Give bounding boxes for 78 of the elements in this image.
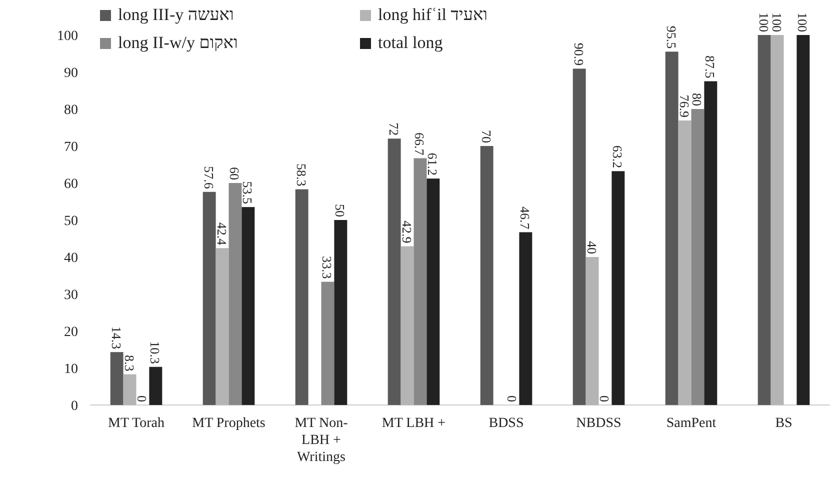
bar — [586, 257, 599, 405]
y-tick-label: 100 — [57, 29, 78, 44]
data-label: 70 — [478, 130, 494, 143]
data-label: 0 — [134, 396, 150, 402]
bar — [110, 352, 124, 405]
x-tick-label: MT Non-LBH + Writings — [294, 415, 349, 466]
data-label: 50 — [332, 204, 348, 217]
data-label: 46.7 — [518, 206, 533, 230]
bar — [691, 109, 704, 405]
bar — [295, 189, 308, 405]
data-label: 72 — [386, 122, 402, 136]
bar — [400, 246, 414, 405]
bar — [704, 81, 718, 405]
x-tick-label: SamPent — [665, 415, 718, 432]
bar — [388, 138, 401, 405]
bar — [228, 183, 242, 405]
data-label: 33.3 — [320, 256, 335, 279]
data-label: 53.5 — [240, 181, 256, 204]
data-label: 42.4 — [214, 222, 230, 246]
data-label: 10.3 — [148, 341, 163, 364]
x-tick-label: MT LBH + — [380, 415, 447, 432]
bar — [612, 171, 625, 405]
legend-label: long hifʿil ואעיד — [378, 5, 488, 24]
legend-label: long III-y ואעשה — [118, 5, 234, 24]
bar — [770, 35, 784, 405]
y-tick-label: 60 — [64, 177, 78, 192]
data-label: 60 — [227, 167, 242, 180]
bar — [242, 207, 255, 405]
data-label: 58.3 — [294, 164, 309, 186]
data-label: 95.5 — [664, 26, 679, 49]
bar — [572, 68, 586, 405]
bar — [519, 232, 532, 405]
data-label: 100 — [756, 12, 772, 32]
data-label: 66.7 — [412, 132, 428, 156]
x-tick-label: BDSS — [488, 415, 525, 432]
bar — [202, 192, 216, 405]
y-tick-label: 10 — [64, 362, 78, 377]
data-label: 90.9 — [571, 42, 586, 66]
bar — [149, 366, 162, 405]
x-tick-label: MT Prophets — [191, 415, 266, 432]
data-label: 76.9 — [676, 94, 692, 118]
data-label: 61.2 — [425, 152, 440, 176]
data-label: 8.3 — [122, 355, 137, 372]
y-tick-label: 0 — [71, 399, 78, 414]
data-label: 100 — [795, 12, 810, 32]
bar — [480, 146, 494, 405]
data-label: 80 — [690, 93, 705, 106]
legend-label: total long — [378, 33, 444, 52]
y-tick-label: 40 — [64, 251, 78, 266]
bar — [796, 35, 810, 405]
data-label: 87.5 — [702, 56, 718, 78]
bar — [426, 178, 440, 405]
data-label: 14.3 — [108, 326, 124, 350]
y-tick-label: 80 — [64, 103, 78, 118]
x-tick-label: MT Torah — [107, 415, 166, 432]
legend-label: long II-w/y ואקום — [118, 33, 238, 52]
bar — [758, 35, 771, 405]
y-tick-label: 70 — [64, 140, 78, 155]
y-tick-label: 30 — [64, 288, 78, 303]
data-label: 0 — [597, 396, 612, 402]
data-label: 63.2 — [610, 145, 626, 168]
bar — [665, 52, 678, 405]
bar — [123, 374, 136, 405]
x-tick-label: NBDSS — [575, 415, 622, 432]
data-label: 40 — [584, 241, 600, 254]
bar — [216, 248, 229, 405]
data-label: 0 — [504, 396, 520, 402]
data-label: 57.6 — [201, 166, 216, 190]
bar — [334, 220, 348, 405]
data-label: 100 — [769, 12, 784, 32]
bar — [678, 120, 692, 405]
y-tick-label: 90 — [64, 66, 78, 81]
y-tick-label: 20 — [64, 325, 78, 340]
y-tick-label: 50 — [64, 214, 78, 229]
bar — [321, 282, 334, 405]
x-tick-label: BS — [774, 415, 794, 432]
bar — [414, 158, 427, 405]
data-label: 42.9 — [399, 220, 414, 244]
